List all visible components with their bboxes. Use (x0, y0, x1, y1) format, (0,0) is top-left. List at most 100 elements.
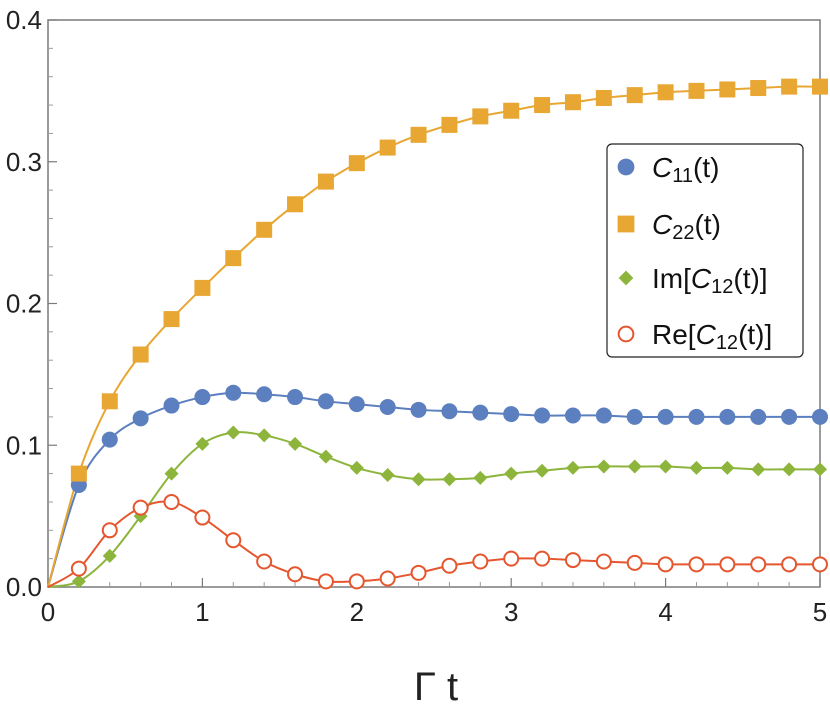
data-point-C22 (472, 108, 489, 125)
data-point-C11 (626, 408, 643, 425)
data-point-ImC12 (288, 436, 303, 451)
data-point-C11 (534, 407, 551, 424)
legend-label-ImC12: Im[C12(t)] (652, 263, 768, 298)
data-point-ReC12 (595, 553, 612, 570)
legend-label-C11: C11(t) (652, 152, 719, 187)
data-point-C22 (132, 346, 149, 363)
legend-item-C11: C11(t) (617, 152, 719, 187)
data-point-C11 (379, 398, 396, 415)
data-point-ReC12 (750, 556, 767, 573)
series-line-C11 (47, 391, 820, 588)
data-point-C22 (534, 97, 551, 114)
y-tick-label: 0.4 (6, 5, 42, 35)
legend-sub-text: 11 (672, 165, 693, 187)
data-point-C22 (503, 102, 520, 119)
data-point-C11 (441, 403, 458, 420)
data-point-ImC12 (411, 472, 426, 487)
data-point-ReC12 (781, 556, 798, 573)
data-point-C22 (719, 81, 736, 98)
x-tick-label: 0 (41, 597, 55, 627)
data-point-C22 (781, 78, 798, 95)
series-line-ReC12 (47, 500, 820, 588)
data-point-C11 (225, 384, 242, 401)
legend-suffix-text: (t) (694, 209, 720, 240)
data-point-ReC12 (256, 553, 273, 570)
data-point-ReC12 (564, 552, 581, 569)
y-tick-label: 0.2 (6, 289, 42, 319)
data-point-C22 (70, 465, 87, 482)
data-point-C11 (194, 389, 211, 406)
data-point-ReC12 (132, 499, 149, 516)
data-point-C11 (101, 431, 118, 448)
data-point-ReC12 (194, 509, 211, 526)
data-point-C22 (750, 80, 767, 97)
data-point-C22 (256, 221, 273, 238)
legend-prefix-text: Re[ (652, 319, 696, 350)
data-point-ImC12 (195, 436, 210, 451)
legend-suffix-text: (t) (693, 152, 719, 183)
data-point-ImC12 (782, 462, 797, 477)
x-tick-label: 1 (195, 597, 209, 627)
data-point-C22 (812, 78, 828, 95)
legend-marker-ImC12 (618, 270, 634, 286)
data-point-ReC12 (225, 532, 242, 549)
data-point-ImC12 (596, 459, 611, 474)
series-markers-C22 (70, 78, 828, 482)
legend-main-text: C (652, 209, 673, 240)
legend-item-ReC12: Re[C12(t)] (617, 319, 772, 354)
data-point-ReC12 (410, 564, 427, 581)
x-tick-label: 2 (350, 597, 364, 627)
data-point-ReC12 (379, 570, 396, 587)
data-point-C22 (287, 196, 304, 213)
legend-sub-text: 22 (672, 222, 694, 244)
legend-marker-ReC12 (617, 325, 635, 343)
data-point-ImC12 (813, 462, 827, 477)
data-point-ImC12 (535, 463, 550, 478)
data-point-C11 (812, 408, 828, 425)
data-point-C22 (595, 89, 612, 106)
data-point-ImC12 (318, 449, 333, 464)
legend-item-C22: C22(t) (617, 209, 721, 244)
data-point-ReC12 (441, 557, 458, 574)
data-point-ImC12 (442, 472, 457, 487)
legend-suffix-text: (t)] (733, 263, 767, 294)
data-point-ReC12 (812, 556, 828, 573)
data-point-ImC12 (71, 574, 86, 589)
data-point-ReC12 (70, 560, 87, 577)
data-point-C11 (472, 404, 489, 421)
series-ReC12 (47, 500, 820, 588)
legend-label-C22: C22(t) (652, 209, 721, 244)
y-tick-label: 0.0 (6, 572, 42, 602)
data-point-ImC12 (658, 459, 673, 474)
legend-box (606, 143, 804, 358)
data-point-ReC12 (287, 566, 304, 583)
x-axis-title: Γ t (414, 665, 458, 709)
data-point-C11 (317, 393, 334, 410)
y-tick-label: 0.3 (6, 147, 42, 177)
data-point-C22 (657, 84, 674, 101)
data-point-C11 (163, 397, 180, 414)
legend-prefix-text: Im[ (652, 263, 691, 294)
legend-item-ImC12: Im[C12(t)] (618, 263, 768, 298)
legend-main-text: C (652, 152, 673, 183)
data-point-ReC12 (719, 556, 736, 573)
data-point-C11 (256, 386, 273, 403)
data-point-C11 (688, 408, 705, 425)
legend-marker-C11 (617, 158, 635, 176)
data-point-ReC12 (163, 493, 180, 510)
data-point-ReC12 (503, 550, 520, 567)
data-point-ImC12 (689, 460, 704, 475)
legend-main-text: C (696, 319, 717, 350)
data-point-ImC12 (380, 468, 395, 483)
axis-ticks (47, 19, 821, 588)
data-point-ImC12 (627, 459, 642, 474)
data-point-C11 (657, 408, 674, 425)
legend-marker-C22 (617, 215, 635, 233)
y-tick-label: 0.1 (6, 430, 42, 460)
data-point-ImC12 (257, 428, 272, 443)
tick-labels: 0 1 2 3 4 50.00.10.20.30.4 (6, 5, 827, 627)
data-point-C22 (163, 311, 180, 328)
legend-main-text: C (691, 263, 712, 294)
data-point-C22 (626, 87, 643, 104)
